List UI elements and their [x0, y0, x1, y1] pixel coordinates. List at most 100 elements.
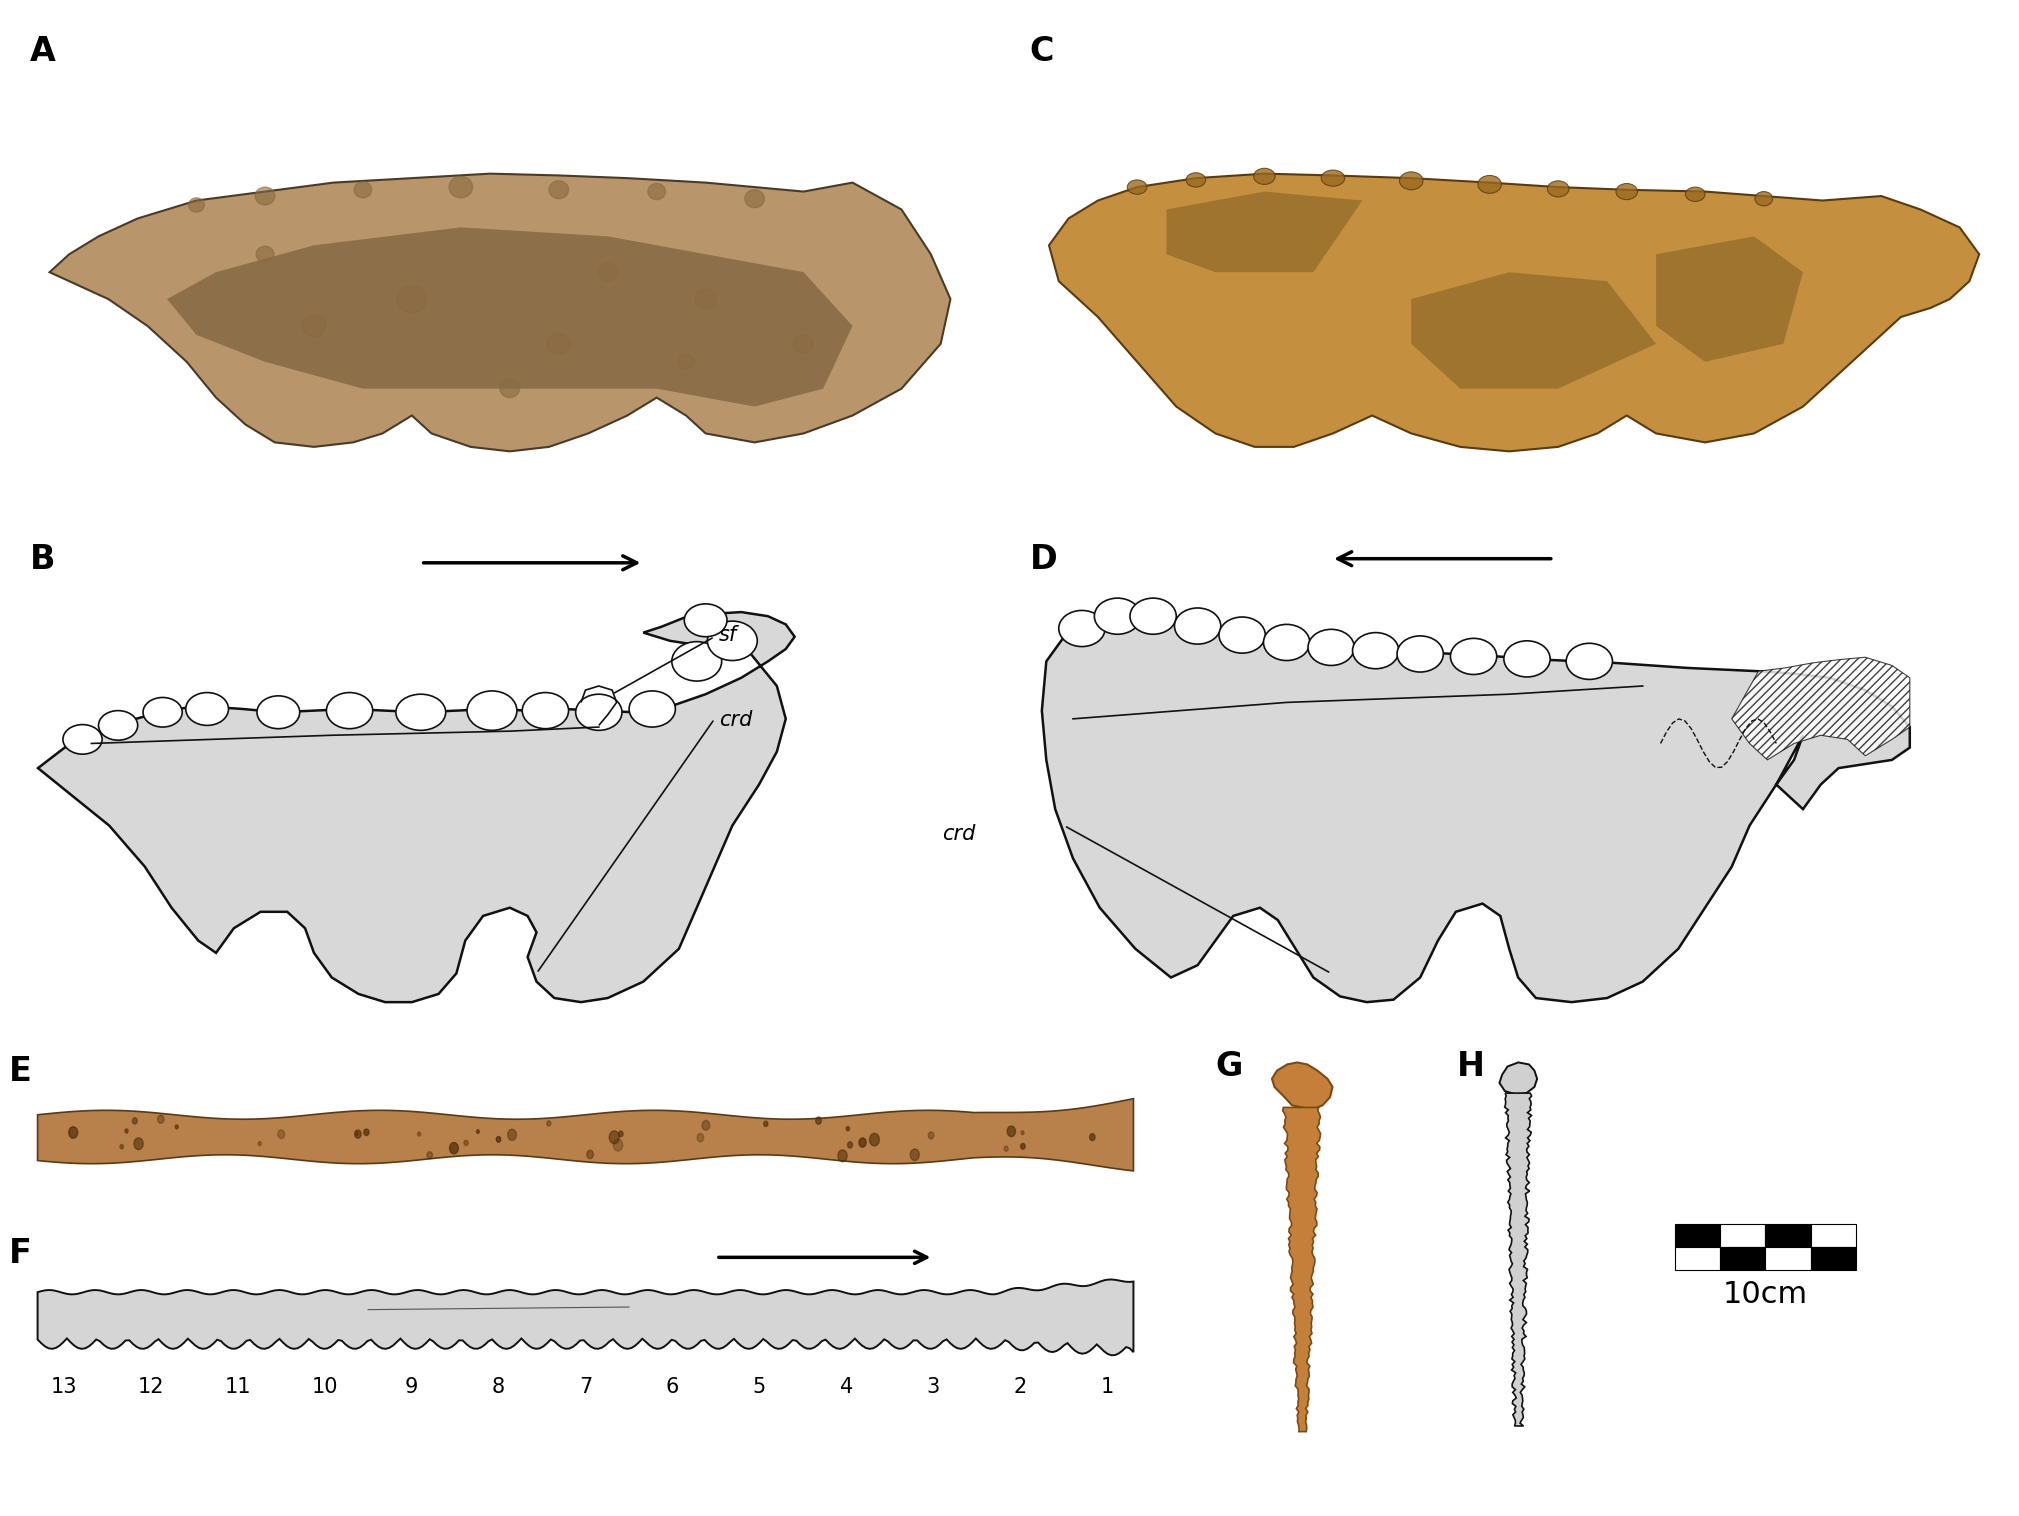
Text: 5: 5 — [753, 1377, 765, 1396]
Text: A: A — [30, 35, 57, 68]
Text: crd: crd — [941, 823, 975, 844]
Bar — [1811, 1225, 1855, 1248]
Ellipse shape — [575, 694, 622, 731]
Ellipse shape — [1175, 608, 1221, 644]
Text: C: C — [1030, 35, 1054, 68]
Circle shape — [355, 1131, 357, 1135]
Text: E: E — [8, 1055, 32, 1088]
Polygon shape — [1500, 1063, 1536, 1095]
Ellipse shape — [1127, 180, 1147, 194]
Ellipse shape — [143, 697, 182, 728]
Circle shape — [793, 335, 814, 353]
Bar — [1765, 1225, 1811, 1248]
Text: 8: 8 — [493, 1377, 505, 1396]
Ellipse shape — [1308, 629, 1355, 666]
Ellipse shape — [1450, 638, 1496, 675]
Text: 13: 13 — [50, 1377, 77, 1396]
Polygon shape — [1272, 1063, 1333, 1110]
Circle shape — [846, 1126, 850, 1131]
Text: 1: 1 — [1100, 1377, 1114, 1396]
Ellipse shape — [1264, 625, 1310, 661]
Circle shape — [1090, 1134, 1094, 1140]
Circle shape — [1022, 1143, 1026, 1149]
Polygon shape — [1050, 174, 1979, 452]
Circle shape — [398, 285, 426, 312]
Circle shape — [588, 1151, 594, 1158]
Text: 7: 7 — [579, 1377, 592, 1396]
Circle shape — [695, 290, 717, 309]
Bar — [1676, 1225, 1720, 1248]
Text: H: H — [1458, 1051, 1484, 1082]
Circle shape — [355, 1129, 361, 1139]
Ellipse shape — [707, 622, 757, 661]
Ellipse shape — [672, 641, 721, 681]
Ellipse shape — [1131, 599, 1177, 634]
Text: D: D — [1030, 543, 1058, 576]
Circle shape — [1022, 1131, 1024, 1134]
Text: 2: 2 — [1014, 1377, 1028, 1396]
Circle shape — [618, 1131, 624, 1137]
Circle shape — [648, 183, 666, 200]
Ellipse shape — [466, 691, 517, 731]
Ellipse shape — [1399, 171, 1423, 190]
Ellipse shape — [523, 693, 569, 729]
Polygon shape — [168, 227, 852, 406]
Circle shape — [188, 199, 204, 212]
Circle shape — [363, 1129, 369, 1135]
Ellipse shape — [1185, 173, 1205, 186]
Text: 6: 6 — [666, 1377, 678, 1396]
Ellipse shape — [1547, 180, 1569, 197]
Circle shape — [258, 1142, 260, 1146]
Bar — [1676, 1248, 1720, 1270]
Ellipse shape — [684, 603, 727, 637]
Text: 9: 9 — [406, 1377, 418, 1396]
Circle shape — [448, 176, 472, 199]
Circle shape — [476, 1129, 479, 1134]
Ellipse shape — [1058, 611, 1104, 646]
Text: 4: 4 — [840, 1377, 854, 1396]
Circle shape — [497, 1137, 501, 1142]
Ellipse shape — [327, 693, 374, 729]
Circle shape — [870, 1134, 880, 1146]
Circle shape — [418, 1132, 420, 1135]
Circle shape — [119, 1145, 123, 1149]
Text: 3: 3 — [927, 1377, 941, 1396]
Circle shape — [763, 1122, 767, 1126]
Ellipse shape — [186, 693, 228, 726]
Circle shape — [1003, 1146, 1007, 1151]
Text: crd: crd — [719, 711, 753, 731]
Text: 10: 10 — [311, 1377, 337, 1396]
Ellipse shape — [256, 696, 299, 729]
Circle shape — [547, 1120, 551, 1126]
Circle shape — [501, 379, 519, 397]
Circle shape — [69, 1126, 77, 1139]
Polygon shape — [1656, 236, 1803, 362]
Text: sf: sf — [719, 625, 737, 646]
Polygon shape — [1282, 1107, 1320, 1431]
Circle shape — [426, 1152, 432, 1158]
Circle shape — [848, 1142, 852, 1148]
Text: B: B — [30, 543, 55, 576]
Circle shape — [353, 182, 371, 199]
Circle shape — [703, 1120, 711, 1131]
Ellipse shape — [1353, 632, 1399, 669]
Ellipse shape — [1615, 183, 1637, 200]
Polygon shape — [1732, 658, 1910, 760]
Circle shape — [929, 1132, 935, 1139]
Circle shape — [507, 1129, 517, 1140]
Bar — [1720, 1225, 1765, 1248]
Circle shape — [157, 1116, 164, 1123]
Text: G: G — [1215, 1051, 1244, 1082]
Circle shape — [697, 1134, 705, 1142]
Ellipse shape — [1320, 170, 1345, 186]
Ellipse shape — [1686, 186, 1704, 202]
Ellipse shape — [1219, 617, 1266, 653]
Circle shape — [254, 186, 275, 205]
Circle shape — [598, 264, 618, 280]
Ellipse shape — [1567, 643, 1613, 679]
Circle shape — [303, 315, 325, 337]
Polygon shape — [38, 612, 795, 1002]
Circle shape — [133, 1117, 137, 1123]
Circle shape — [678, 355, 695, 368]
Bar — [1765, 1248, 1811, 1270]
